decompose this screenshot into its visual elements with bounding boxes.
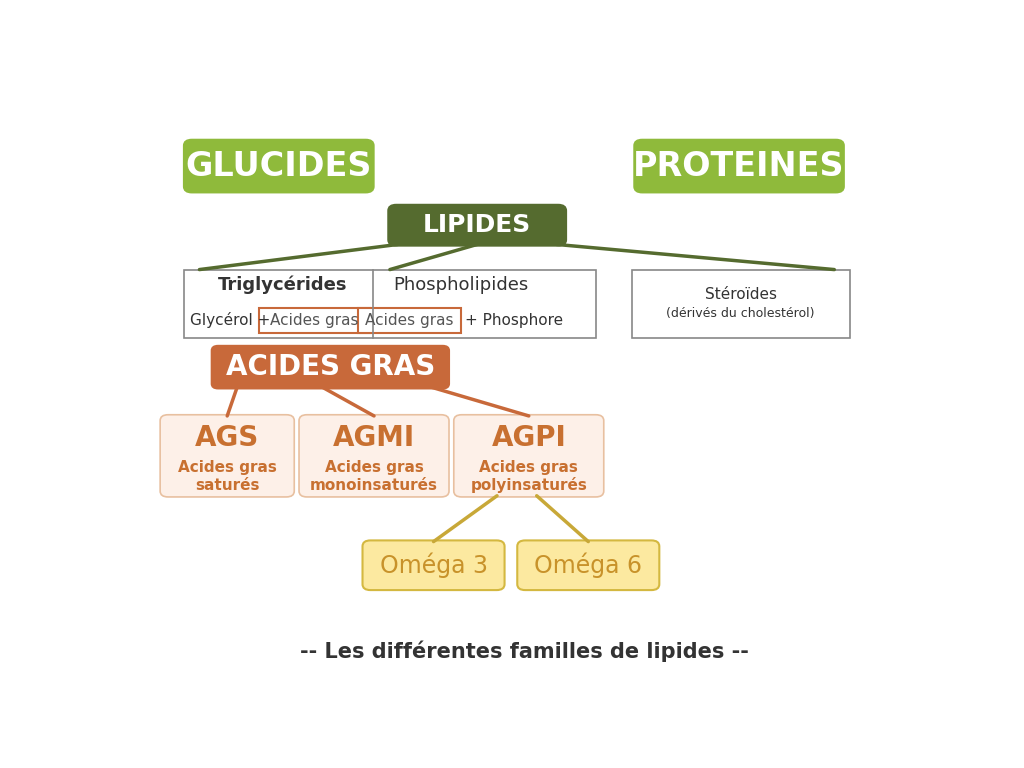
FancyBboxPatch shape bbox=[362, 541, 505, 590]
Bar bbox=[358, 308, 461, 333]
FancyBboxPatch shape bbox=[160, 415, 294, 497]
Text: (dérivés du cholestérol): (dérivés du cholestérol) bbox=[667, 307, 815, 320]
Text: Stéroïdes: Stéroïdes bbox=[705, 287, 776, 302]
Text: AGPI: AGPI bbox=[492, 424, 566, 452]
Text: Acides gras
saturés: Acides gras saturés bbox=[178, 460, 276, 493]
FancyBboxPatch shape bbox=[212, 346, 449, 389]
FancyBboxPatch shape bbox=[517, 541, 659, 590]
Text: PROTEINES: PROTEINES bbox=[633, 150, 845, 183]
Text: Acides gras: Acides gras bbox=[366, 313, 454, 328]
Text: + Phosphore: + Phosphore bbox=[465, 313, 563, 328]
Text: AGS: AGS bbox=[196, 424, 259, 452]
Bar bbox=[259, 308, 370, 333]
FancyBboxPatch shape bbox=[388, 205, 566, 246]
FancyBboxPatch shape bbox=[634, 140, 844, 193]
Text: Acides gras: Acides gras bbox=[270, 313, 358, 328]
Text: Triglycérides: Triglycérides bbox=[218, 276, 347, 294]
Text: Oméga 6: Oméga 6 bbox=[535, 552, 642, 578]
Bar bbox=[183, 270, 596, 338]
Text: Glycérol +: Glycérol + bbox=[189, 313, 275, 329]
Text: LIPIDES: LIPIDES bbox=[423, 214, 531, 237]
Text: GLUCIDES: GLUCIDES bbox=[185, 150, 372, 183]
FancyBboxPatch shape bbox=[184, 140, 374, 193]
Text: Acides gras
polyinsaturés: Acides gras polyinsaturés bbox=[470, 460, 587, 493]
FancyBboxPatch shape bbox=[454, 415, 604, 497]
Text: Acides gras
monoinsaturés: Acides gras monoinsaturés bbox=[310, 460, 438, 493]
Text: Phospholipides: Phospholipides bbox=[393, 276, 529, 294]
Text: ACIDES GRAS: ACIDES GRAS bbox=[225, 353, 435, 381]
Text: -- Les différentes familles de lipides --: -- Les différentes familles de lipides -… bbox=[300, 641, 750, 662]
FancyBboxPatch shape bbox=[299, 415, 449, 497]
Bar bbox=[632, 270, 850, 338]
Text: Oméga 3: Oméga 3 bbox=[380, 552, 487, 578]
Text: AGMI: AGMI bbox=[333, 424, 415, 452]
